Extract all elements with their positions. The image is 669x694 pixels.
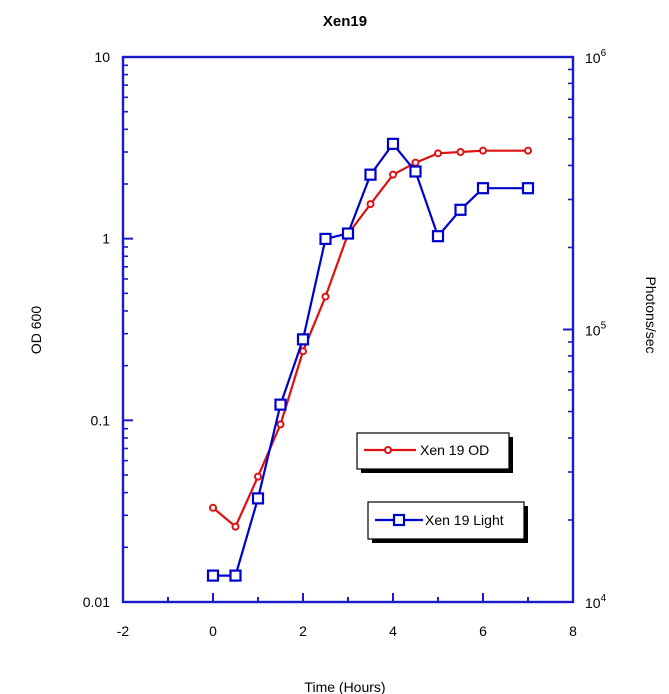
- od-point: [231, 522, 240, 531]
- light-point: [409, 165, 422, 178]
- x-tick-label: -2: [117, 623, 130, 639]
- y-axis-label-right: Photons/sec: [643, 276, 659, 353]
- legend-od: Xen 19 OD: [356, 432, 513, 473]
- od-point: [254, 472, 262, 481]
- od-point: [434, 149, 442, 158]
- x-tick-label: 0: [209, 623, 217, 639]
- legend-od-marker: [384, 446, 392, 454]
- light-point: [454, 203, 467, 216]
- light-point: [521, 182, 535, 195]
- y-axis-label-left: OD 600: [28, 306, 44, 354]
- axis-ticks: -2 0 2 4 6 8 0.01 0.1 1 10 104 105 106: [83, 48, 607, 639]
- light-point: [364, 168, 377, 181]
- od-point: [209, 503, 217, 512]
- light-point: [341, 227, 355, 240]
- x-tick-label: 4: [389, 623, 397, 639]
- light-point: [206, 569, 220, 582]
- light-point: [319, 232, 332, 246]
- od-point: [479, 146, 487, 155]
- od-point: [524, 146, 532, 155]
- od-point: [456, 147, 465, 156]
- light-point: [386, 137, 400, 150]
- y-left-tick-label: 0.1: [91, 412, 111, 428]
- od-point: [321, 292, 330, 301]
- od-point: [411, 158, 420, 167]
- y-right-tick-label: 105: [585, 321, 607, 339]
- legend-light-label: Xen 19 Light: [425, 512, 504, 528]
- x-axis-label: Time (Hours): [304, 679, 385, 694]
- light-point: [274, 398, 287, 411]
- od-point: [276, 420, 285, 429]
- legend-light-marker: [392, 513, 406, 527]
- light-point: [251, 492, 265, 505]
- od-point: [366, 200, 375, 209]
- light-point: [296, 333, 310, 346]
- light-point: [431, 230, 445, 243]
- y-left-tick-label: 1: [102, 231, 110, 247]
- y-left-tick-label: 0.01: [83, 594, 110, 610]
- od-point: [389, 170, 397, 179]
- legend-od-label: Xen 19 OD: [420, 442, 489, 458]
- light-point: [476, 182, 490, 195]
- y-left-tick-label: 10: [94, 49, 110, 65]
- x-tick-label: 2: [299, 623, 307, 639]
- chart-title: Xen19: [323, 13, 367, 30]
- y-right-tick-label: 104: [585, 593, 607, 611]
- legend-light: Xen 19 Light: [367, 501, 528, 543]
- series-layer: [206, 137, 535, 582]
- x-tick-label: 8: [569, 623, 577, 639]
- light-point: [229, 569, 242, 582]
- y-right-tick-label: 106: [585, 48, 607, 66]
- x-tick-label: 6: [479, 623, 487, 639]
- od-point: [299, 347, 307, 356]
